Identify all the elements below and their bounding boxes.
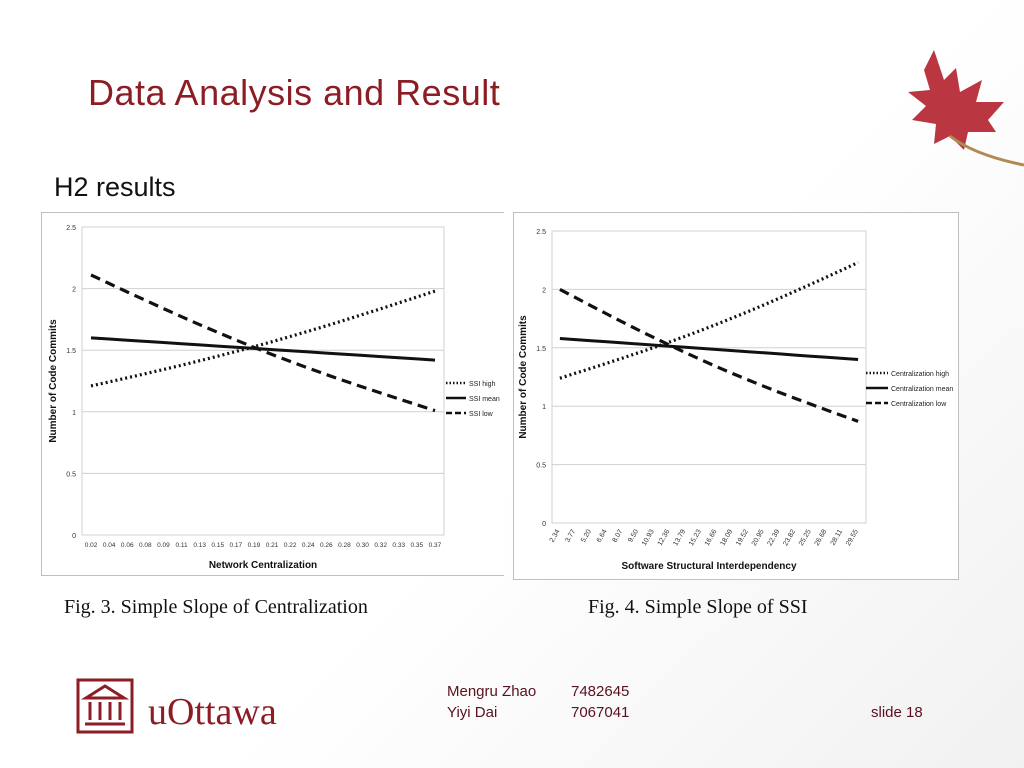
chart1-x-tick-label: 0.15 <box>211 542 224 549</box>
chart1-y-tick-label: 2 <box>72 287 76 294</box>
chart1-legend-label: SSI low <box>469 411 494 418</box>
chart2-y-tick-label: 1.5 <box>536 346 546 353</box>
chart1-x-tick-label: 0.09 <box>157 542 170 549</box>
chart1-legend-label: SSI high <box>469 381 496 388</box>
chart1-x-tick-label: 0.21 <box>266 542 279 549</box>
chart1-x-tick-label: 0.13 <box>193 542 206 549</box>
chart1-x-tick-label: 0.19 <box>248 542 261 549</box>
chart1-x-tick-label: 0.08 <box>139 542 152 549</box>
chart2-y-axis-title: Number of Code Commits <box>518 315 529 439</box>
chart1-y-tick-label: 2.5 <box>66 225 76 232</box>
chart2-x-tick-label: 18.09 <box>719 528 734 547</box>
chart1-x-tick-label: 0.30 <box>356 542 369 549</box>
author-id-2: 7067041 <box>571 704 630 721</box>
chart-ssi-svg: 0 0.5 1 1.5 2 2.5 2.34 3.77 5.20 6.64 8.07 9.50 10.9… <box>518 229 953 572</box>
chart2-x-tick-label: 22.39 <box>767 528 782 547</box>
chart2-x-tick-label: 9.50 <box>627 528 640 543</box>
chart2-x-tick-label: 28.11 <box>830 528 845 546</box>
chart2-y-tick-label: 1 <box>542 404 546 411</box>
chart-centralization-svg: 0 0.5 1 1.5 2 2.5 0.02 0.04 0.06 0.08 0.09 0.11 0.13… <box>48 225 500 571</box>
chart1-series-line <box>90 336 436 362</box>
chart2-x-tick-label: 16.66 <box>704 528 719 547</box>
chart1-y-tick-label: 1 <box>72 410 76 417</box>
chart2-x-tick-label: 25.25 <box>798 528 813 547</box>
chart2-x-tick-label: 19.52 <box>735 528 750 547</box>
figure-caption-2: Fig. 4. Simple Slope of SSI <box>588 596 808 618</box>
uottawa-logo-text: uOttawa <box>148 691 277 733</box>
chart1-x-axis-title: Network Centralization <box>209 560 317 571</box>
chart1-x-tick-label: 0.22 <box>284 542 297 549</box>
chart1-y-tick-label: 0.5 <box>66 471 76 478</box>
chart1-x-tick-label: 0.35 <box>411 542 424 549</box>
chart2-plot-area <box>551 230 867 524</box>
chart-centralization: 0 0.5 1 1.5 2 2.5 0.02 0.04 0.06 0.08 0.09 0.11 0.13… <box>41 212 504 576</box>
chart2-series-line <box>559 287 859 423</box>
chart1-x-tick-label: 0.04 <box>103 542 116 549</box>
chart2-y-tick-label: 0.5 <box>536 463 546 470</box>
author-name-2: Yiyi Dai <box>447 704 498 721</box>
chart1-x-tick-label: 0.17 <box>230 542 243 549</box>
chart1-y-tick-label: 0 <box>72 533 76 540</box>
chart2-x-tick-label: 20.95 <box>751 528 766 547</box>
chart1-legend-label: SSI mean <box>469 396 500 403</box>
chart2-x-tick-label: 2.34 <box>549 528 562 543</box>
chart1-x-tick-label: 0.06 <box>121 542 134 549</box>
chart2-x-tick-label: 23.82 <box>782 528 797 547</box>
chart1-series-line <box>90 273 436 413</box>
chart2-x-tick-label: 5.20 <box>580 528 593 543</box>
chart1-y-axis-title: Number of Code Commits <box>48 319 59 443</box>
chart2-x-tick-label: 15.23 <box>688 528 703 547</box>
chart1-x-tick-label: 0.02 <box>85 542 98 549</box>
chart2-x-axis-title: Software Structural Interdependency <box>621 561 796 572</box>
chart2-legend-label: Centralization high <box>891 371 949 378</box>
chart2-y-tick-label: 2 <box>542 287 546 294</box>
slide-number: slide 18 <box>871 704 923 721</box>
chart2-x-tick-label: 29.55 <box>845 528 860 547</box>
chart2-x-tick-label: 3.77 <box>564 528 577 543</box>
chart2-x-tick-label: 13.79 <box>672 528 687 547</box>
chart1-x-tick-label: 0.11 <box>175 542 188 549</box>
chart-ssi: 0 0.5 1 1.5 2 2.5 2.34 3.77 5.20 6.64 8.07 9.50 10.9… <box>513 212 959 580</box>
chart2-y-tick-label: 0 <box>542 521 546 528</box>
chart1-x-tick-label: 0.24 <box>302 542 315 549</box>
chart1-plot-area <box>81 226 445 536</box>
slide-title: Data Analysis and Result <box>88 72 501 113</box>
chart2-x-tick-label: 12.36 <box>657 528 672 547</box>
slide-subtitle: H2 results <box>54 172 176 202</box>
uottawa-logo: uOttawa <box>76 678 277 734</box>
chart1-y-tick-label: 1.5 <box>66 348 76 355</box>
chart2-x-tick-label: 6.64 <box>596 528 609 543</box>
chart2-x-tick-label: 26.68 <box>814 528 829 547</box>
building-icon <box>76 678 134 734</box>
chart2-legend-label: Centralization mean <box>891 386 953 393</box>
chart2-x-tick-label: 10.93 <box>641 528 656 547</box>
chart1-series-line <box>90 289 436 388</box>
chart2-x-tick-label: 8.07 <box>612 528 625 543</box>
chart1-x-tick-label: 0.26 <box>320 542 333 549</box>
chart2-series-line <box>559 261 859 380</box>
chart1-x-tick-label: 0.33 <box>392 542 405 549</box>
chart1-x-tick-label: 0.37 <box>429 542 442 549</box>
author-id-1: 7482645 <box>571 683 630 700</box>
chart2-series-line <box>559 337 859 361</box>
chart1-x-tick-label: 0.28 <box>338 542 351 549</box>
figure-caption-1: Fig. 3. Simple Slope of Centralization <box>64 596 368 618</box>
author-name-1: Mengru Zhao <box>447 683 537 700</box>
chart1-x-tick-label: 0.32 <box>374 542 387 549</box>
chart2-y-tick-label: 2.5 <box>536 229 546 236</box>
maple-leaf-icon <box>908 50 1024 167</box>
chart2-legend-label: Centralization low <box>891 401 947 408</box>
